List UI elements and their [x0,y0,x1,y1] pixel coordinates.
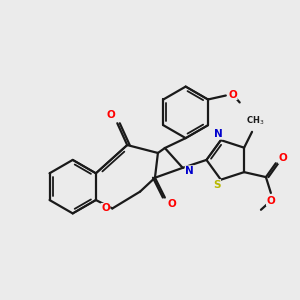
Text: S: S [213,180,220,190]
Text: N: N [185,166,194,176]
Text: O: O [228,89,237,100]
Text: O: O [278,153,287,163]
Text: O: O [101,203,110,214]
Text: N: N [214,129,223,139]
Text: O: O [107,110,116,120]
Text: CH$_3$: CH$_3$ [246,114,264,127]
Text: O: O [167,200,176,209]
Text: O: O [266,196,275,206]
